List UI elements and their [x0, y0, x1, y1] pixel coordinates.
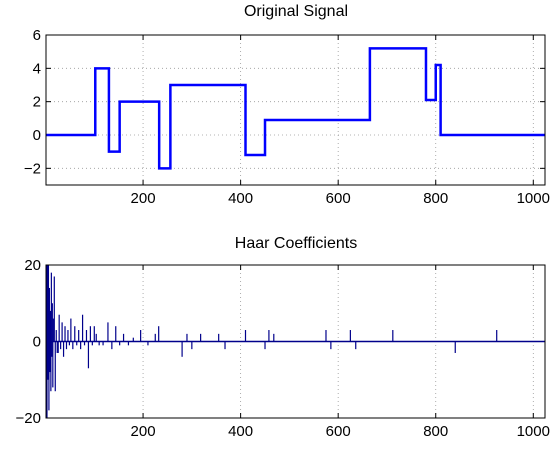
signal-series-line: [46, 47, 545, 170]
haar-y-tick-label: 0: [33, 334, 41, 351]
haar-x-tick-label: 800: [423, 423, 448, 440]
haar-x-tick-label: 1000: [517, 423, 550, 440]
haar-y-tick-label: −20: [16, 410, 41, 427]
signal-axes-frame: [45, 34, 546, 186]
signal-x-tick-label: 200: [131, 190, 156, 207]
haar-x-tick-label: 400: [228, 423, 253, 440]
haar-title: Haar Coefficients: [235, 235, 357, 252]
signal-x-tick-label: 400: [228, 190, 253, 207]
signal-x-tick-label: 800: [423, 190, 448, 207]
signal-title: Original Signal: [244, 3, 348, 20]
haar-y-tick-labels: −20 0 20: [16, 257, 41, 427]
haar-stems: [45, 265, 498, 418]
signal-x-tick-labels: 200 400 600 800 1000: [131, 190, 550, 207]
haar-axes-frame: [45, 264, 546, 419]
signal-y-tick-label: 6: [33, 27, 41, 44]
signal-panel: Original Signal 200 400 600 800 1000 −2 0 2 4 6: [24, 3, 550, 207]
signal-y-tick-label: 2: [33, 94, 41, 111]
haar-x-tick-label: 600: [326, 423, 351, 440]
signal-x-tick-label: 600: [326, 190, 351, 207]
haar-x-tick-labels: 200 400 600 800 1000: [131, 423, 550, 440]
signal-y-tick-labels: −2 0 2 4 6: [24, 27, 41, 177]
signal-grid: [46, 34, 545, 185]
signal-x-tick-label: 1000: [517, 190, 550, 207]
haar-panel: Haar Coefficients 200 400 600 800 1000 −20 0 2…: [16, 235, 550, 440]
haar-x-tick-label: 200: [131, 423, 156, 440]
haar-y-tick-label: 20: [24, 257, 41, 274]
signal-y-tick-label: 4: [33, 60, 41, 77]
signal-y-tick-label: 0: [33, 127, 41, 144]
signal-y-tick-label: −2: [24, 160, 41, 177]
